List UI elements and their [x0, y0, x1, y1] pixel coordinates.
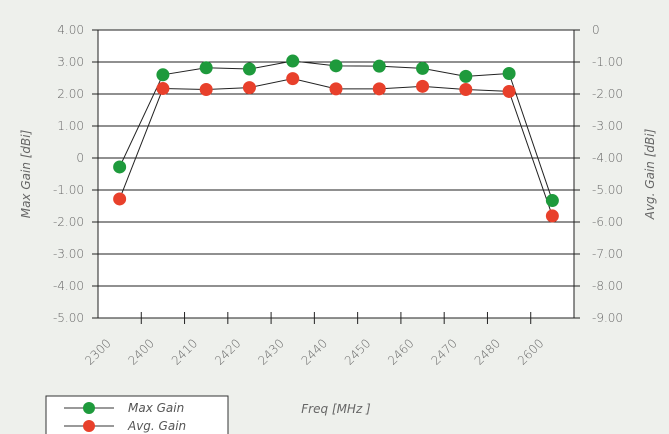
y-tick-label: 4.00: [57, 23, 84, 37]
y-tick-label: 1.00: [57, 119, 84, 133]
data-point: [545, 209, 559, 223]
legend-box: [45, 395, 229, 434]
data-point: [113, 192, 127, 206]
y2-tick-label: -1.00: [592, 55, 623, 69]
y2-tick-label: -4.00: [592, 151, 623, 165]
x-tick-label: 2440: [299, 336, 330, 367]
axes: [92, 29, 580, 324]
data-point: [329, 82, 343, 96]
data-point: [416, 61, 430, 75]
x-tick-label: 2460: [385, 336, 416, 367]
y2-tick-label: -8.00: [592, 279, 623, 293]
y2-tick-label: -5.00: [592, 183, 623, 197]
y-tick-label: -1.00: [53, 183, 84, 197]
y-tick-label: -5.00: [53, 311, 84, 325]
x-tick-label: 2420: [212, 336, 243, 367]
x-tick-label: 2400: [126, 336, 157, 367]
y2-tick-label: -7.00: [592, 247, 623, 261]
legend: Max Gain Avg. Gain: [45, 395, 229, 434]
data-point: [156, 68, 170, 82]
data-point: [156, 82, 170, 96]
y-tick-label: 0: [76, 151, 84, 165]
y-tick-label: 3.00: [57, 55, 84, 69]
data-point: [199, 83, 213, 97]
x-tick-label: 2480: [472, 336, 503, 367]
data-point: [199, 61, 213, 75]
x-tick-label: 2470: [428, 336, 459, 367]
y2-tick-label: -3.00: [592, 119, 623, 133]
x-tick-label: 2300: [82, 336, 113, 367]
y-axis-title: Max Gain [dBi]: [19, 129, 33, 218]
y2-tick-label: -2.00: [592, 87, 623, 101]
data-point: [286, 54, 300, 68]
data-point: [242, 81, 256, 95]
series-layer: [113, 54, 559, 223]
legend-marker-avg-gain: [83, 420, 95, 432]
x-tick-label: 2450: [342, 336, 373, 367]
y-tick-label: 2.00: [57, 87, 84, 101]
y2-tick-label: -6.00: [592, 215, 623, 229]
legend-label-max-gain: Max Gain: [128, 401, 184, 415]
legend-marker-max-gain: [83, 402, 95, 414]
data-point: [113, 160, 127, 174]
y2-tick-label: 0: [592, 23, 600, 37]
data-point: [329, 59, 343, 73]
data-point: [459, 69, 473, 83]
data-point: [286, 72, 300, 86]
data-point: [372, 82, 386, 96]
plot-background: [98, 30, 574, 318]
data-point: [502, 67, 516, 81]
x-axis-title: Freq [MHz ]: [301, 402, 371, 416]
y2-axis-title: Avg. Gain [dBi]: [643, 128, 657, 220]
data-point: [372, 59, 386, 73]
data-point: [545, 194, 559, 208]
data-point: [242, 62, 256, 76]
data-point: [416, 79, 430, 93]
x-tick-label: 2600: [515, 336, 546, 367]
x-tick-label: 2430: [255, 336, 286, 367]
y2-tick-label: -9.00: [592, 311, 623, 325]
legend-label-avg-gain: Avg. Gain: [127, 419, 186, 433]
data-point: [502, 84, 516, 98]
y-tick-label: -3.00: [53, 247, 84, 261]
data-point: [459, 83, 473, 97]
y-tick-label: -2.00: [53, 215, 84, 229]
x-tick-label: 2410: [169, 336, 200, 367]
y-tick-label: -4.00: [53, 279, 84, 293]
